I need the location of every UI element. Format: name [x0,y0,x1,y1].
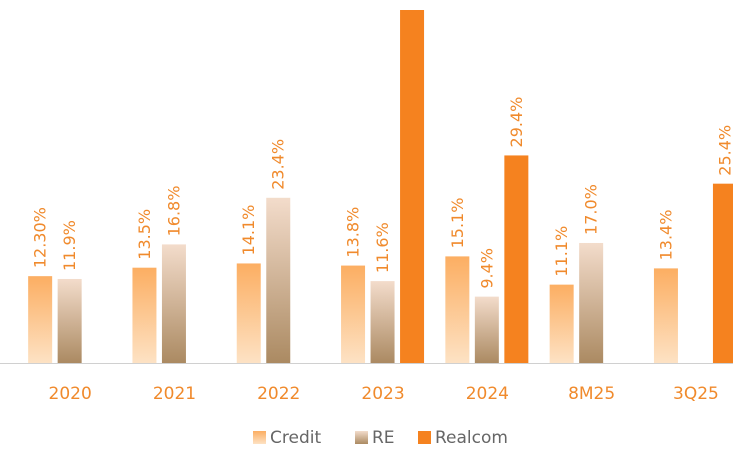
value-label: 11.1% [552,226,571,277]
value-label: 12.30% [31,207,50,268]
value-label: 13.5% [135,209,154,260]
bar [579,242,604,363]
x-tick-label: 2022 [257,384,300,404]
bar [549,284,574,363]
bar [400,10,425,363]
x-tick-label: 3Q25 [673,384,719,404]
bar [266,197,291,363]
legend-swatch [355,431,368,444]
bar [474,296,499,363]
bar [341,265,366,363]
bar [653,268,678,363]
value-label: 13.8% [344,207,363,258]
value-label: 9.4% [477,248,496,289]
value-label: 13.4% [656,210,675,261]
bar [161,244,186,363]
x-tick-label: 8M25 [568,384,615,404]
x-tick-label: 2020 [49,384,92,404]
value-label: 23.4% [269,139,288,190]
value-label: 15.1% [448,198,467,249]
value-label: 29.4% [507,97,526,148]
value-label: 14.1% [239,205,258,256]
bar [712,183,733,363]
bar [28,276,53,363]
x-tick-label: 2024 [466,384,509,404]
legend-label: Credit [270,428,321,448]
bar [370,281,395,363]
value-label: 11.9% [60,220,79,271]
bar [132,267,157,363]
value-label: 17.0% [582,184,601,235]
legend-swatch [253,431,266,444]
bar [57,278,82,363]
value-label: 16.8% [164,186,183,237]
legend-label: Realcom [435,428,508,448]
legend-swatch [418,431,431,444]
x-tick-label: 2023 [361,384,404,404]
bar [504,155,529,363]
bar [236,263,261,363]
value-label: 11.6% [373,222,392,273]
value-label: 25.4% [715,125,733,176]
bar [445,256,470,363]
x-tick-label: 2021 [153,384,196,404]
legend-label: RE [372,428,395,448]
